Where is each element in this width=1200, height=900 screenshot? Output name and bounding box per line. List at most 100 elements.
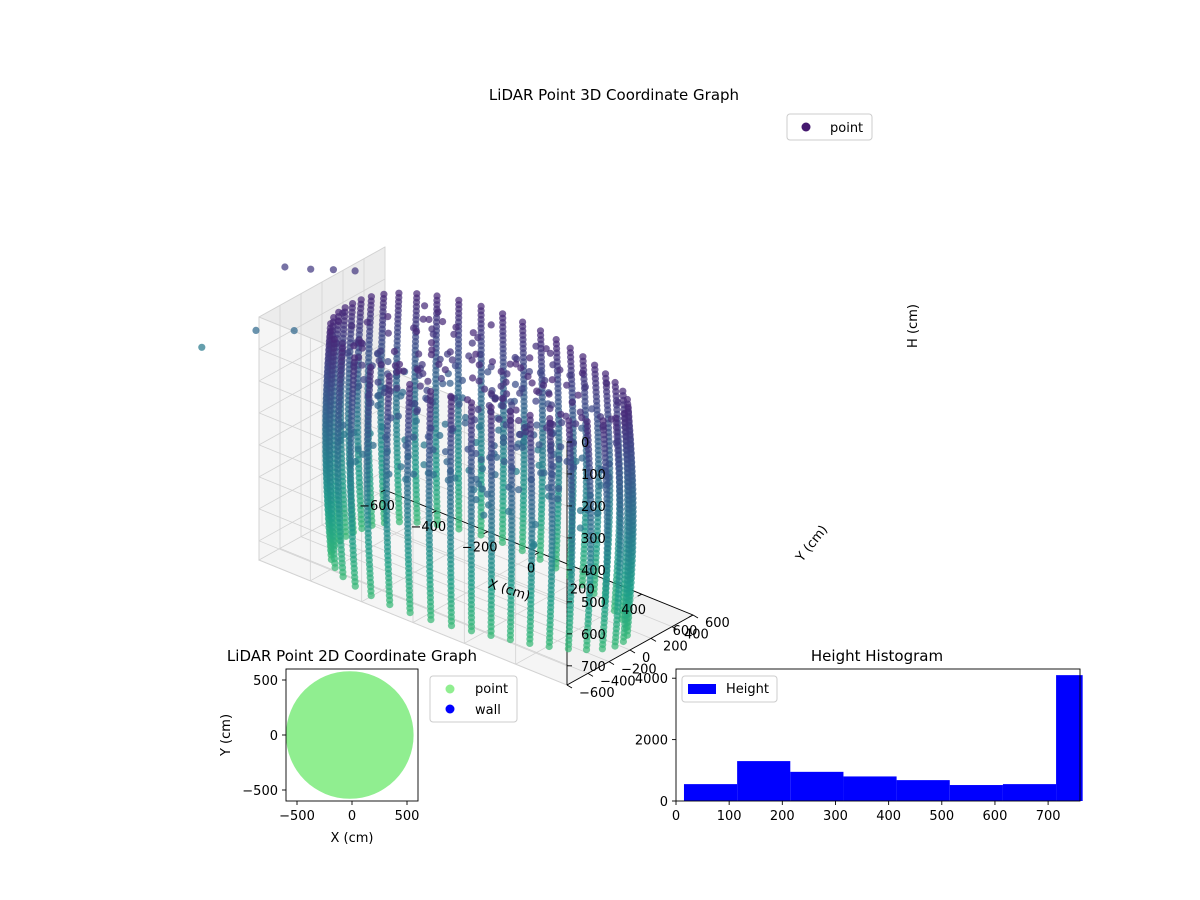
chart-3d-point [516,430,524,438]
chart-3d-x-tick [637,593,642,597]
chart-3d-point [558,419,566,427]
chart-3d-point [349,300,357,308]
chart-3d-x-tick [380,489,386,493]
chart-3d-point [581,383,590,391]
chart-3d-point [478,465,486,473]
chart-3d-point [475,423,483,431]
chart-3d-point [498,538,507,547]
chart-3d-point [413,327,421,336]
histogram-ticks: 0 100 200 300 400 500 600 700 0 2000 4000 [635,672,1061,824]
chart-3d-point [481,385,489,393]
chart-3d-point [461,419,469,427]
chart-3d-point [455,400,463,408]
chart-3d-point [416,382,424,390]
chart-3d-point [198,343,206,351]
chart-3d-point [548,524,556,532]
chart-3d-x-tick [432,510,437,514]
chart-2d-xlabel: X (cm) [331,831,374,846]
chart-3d-point [552,336,560,344]
chart-histogram: Height Histogram 0 100 200 300 400 500 600 7000… [635,647,1083,824]
chart-3d-point [331,564,339,572]
chart-3d-point [468,339,476,347]
chart-3d-point [503,370,511,378]
chart-3d-point [354,445,362,453]
chart-3d-point [517,364,525,372]
chart-3d-point [578,454,586,462]
chart-3d-point [427,351,435,359]
chart-3d-point [603,526,611,535]
chart-3d-point [307,265,315,273]
chart-3d-y-tick [587,672,594,677]
chart-3d-point [376,347,384,355]
chart-3d-point [576,408,584,416]
chart-3d-x-tick-label: −200 [462,541,498,556]
histogram-y-tick-label: 0 [660,795,668,810]
chart-2d-legend: point wall [429,675,518,723]
chart-3d-point [469,329,477,337]
chart-3d-y-tick [629,649,636,654]
chart-3d-point [427,339,436,347]
chart-3d-point [576,507,585,515]
chart-3d-point [329,266,337,274]
chart-3d-z-tick-label: 0 [581,436,589,451]
histogram-x-tick-label: 200 [770,809,795,824]
chart-3d-point [452,323,460,331]
chart-3d-point [355,382,363,390]
chart-3d-point [425,496,433,504]
histogram-bar [949,785,1003,801]
chart-2d-y-tick-label: −500 [242,784,278,799]
chart-3d-point [327,320,335,328]
chart-3d-point [347,461,355,469]
histogram-bar [843,776,897,801]
chart-3d-point [441,366,449,374]
chart-3d-point [419,315,427,323]
chart-3d-point [487,321,495,329]
chart-3d-gridline [342,512,652,639]
chart-3d-point [360,376,368,384]
chart-3d-point [341,304,349,312]
chart-3d-point [549,361,557,369]
chart-3d-point [614,398,622,406]
chart-3d-points [198,263,637,654]
chart-3d-y-tick-label: 200 [663,639,688,654]
chart-3d-x-tick-label: −600 [359,499,395,514]
chart-3d-ylabel: Y (cm) [793,523,831,566]
chart-3d-point [357,296,365,304]
chart-3d-point [499,310,507,318]
chart-3d-point [536,327,545,335]
chart-3d-point [433,521,441,529]
chart-3d-point [413,290,421,298]
chart-3d-point [467,508,475,516]
chart-3d-gridline [258,559,568,686]
histogram-legend: Height [681,675,778,703]
histogram-x-tick-label: 400 [876,809,901,824]
chart-3d-gridline [258,444,568,571]
chart-3d-point [358,344,366,352]
chart-3d-legend-box [786,113,873,141]
chart-3d-point [340,430,348,439]
chart-3d-point [421,302,429,310]
chart-3d-point [420,461,428,469]
chart-3d-point [554,495,562,503]
chart-3d-point [497,382,505,390]
chart-3d-y-tick [608,661,615,666]
chart-3d-point [487,390,495,398]
chart-2d-y-tick-label: 500 [253,674,278,689]
chart-3d-z-tick-label: 400 [581,564,606,579]
chart-3d-point [475,361,483,369]
chart-3d-point [335,308,343,316]
chart-3d-point [367,293,375,301]
chart-3d-point [455,296,463,304]
chart-3d-point [516,389,524,397]
chart-3d-point [578,414,586,422]
chart-3d-point [448,356,456,364]
chart-3d-y-tick-label: −200 [621,663,657,678]
chart-3d-point [330,314,338,322]
chart-3d-point [500,458,508,466]
chart-3d-point [358,361,366,369]
chart-3d-point [616,524,625,532]
histogram-legend-box [681,675,778,703]
chart-3d-point [344,349,352,357]
chart-3d-point [499,402,507,410]
